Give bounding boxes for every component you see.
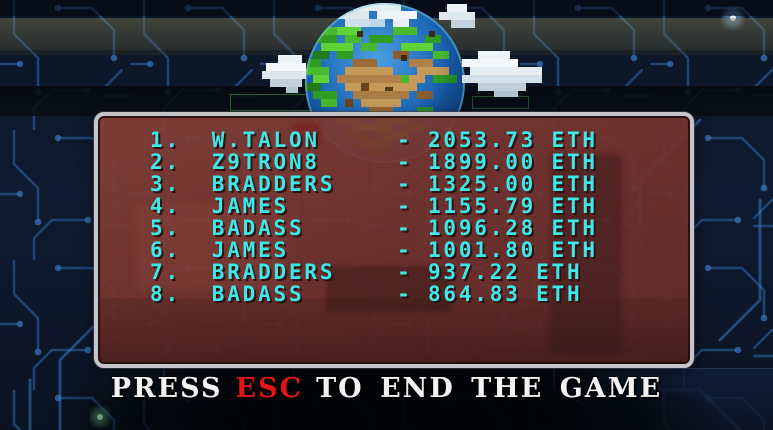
leaderboard-row: 2. Z9TRON8 - 1899.00 ETH bbox=[150, 150, 598, 174]
cloud-top-right-icon bbox=[439, 4, 475, 28]
esc-key-label[interactable]: ESC bbox=[235, 373, 304, 404]
panel-scene-desk bbox=[98, 298, 690, 364]
cloud-left-icon bbox=[262, 55, 306, 93]
leaderboard-panel: 1. W.TALON - 2053.73 ETH 2. Z9TRON8 - 189… bbox=[94, 112, 694, 368]
leaderboard-row: 6. JAMES - 1001.80 ETH bbox=[150, 238, 598, 262]
leaderboard-row: 3. BRADDERS - 1325.00 ETH bbox=[150, 172, 598, 196]
leaderboard-row: 5. BADASS - 1096.28 ETH bbox=[150, 216, 598, 240]
footer-instruction: PRESS ESC TO END THE GAME bbox=[0, 374, 773, 404]
footer-suffix-label: TO END THE GAME bbox=[316, 373, 663, 404]
leaderboard-row: 8. BADASS - 864.83 ETH bbox=[150, 282, 583, 306]
footer-press-label: PRESS bbox=[110, 373, 223, 404]
leaderboard-row: 1. W.TALON - 2053.73 ETH bbox=[150, 128, 598, 152]
leaderboard-row: 7. BRADDERS - 937.22 ETH bbox=[150, 260, 583, 284]
leaderboard-row: 4. JAMES - 1155.79 ETH bbox=[150, 194, 598, 218]
cloud-right-icon bbox=[462, 51, 542, 97]
leaderboard-rows: 1. W.TALON - 2053.73 ETH 2. Z9TRON8 - 189… bbox=[150, 129, 598, 305]
